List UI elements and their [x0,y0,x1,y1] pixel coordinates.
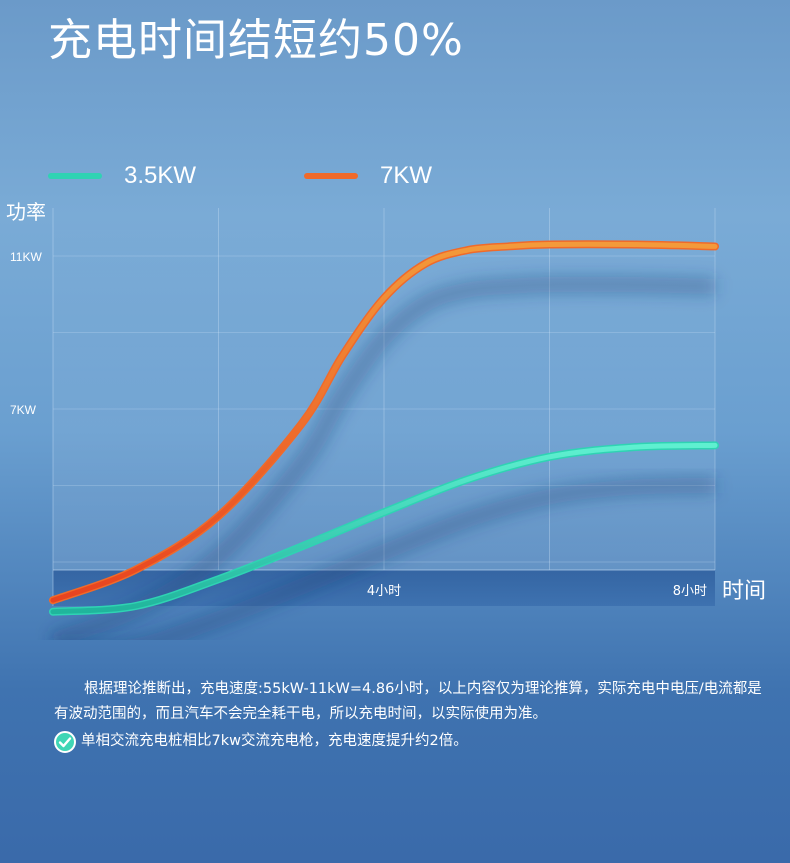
y-tick-label: 11KW [10,250,42,264]
legend-label-3-5kw: 3.5KW [124,162,197,189]
footnote-paragraph: 根据理论推断出，充电速度:55kW-11kW=4.86小时，以上内容仅为理论推算… [54,681,762,722]
check-circle-icon [54,730,76,753]
series-highlight-7kw [50,241,718,603]
claim-row: 单相交流充电桩相比7kw交流充电枪，充电速度提升约2倍。 [54,729,764,754]
legend-label-7kw: 7KW [380,162,433,189]
series-highlight-3-5kw [50,442,718,615]
x-tick-label: 4小时 [367,584,401,599]
series-shadow-7kw [50,276,716,640]
claim-text: 单相交流充电桩相比7kw交流充电枪，充电速度提升约2倍。 [81,733,468,749]
legend-swatch-7kw [304,173,358,179]
x-tick-label: 8小时 [673,584,707,599]
page-headline: 充电时间结短约50% [48,15,464,66]
footnote: 根据理论推断出，充电速度:55kW-11kW=4.86小时，以上内容仅为理论推算… [54,677,764,754]
legend-item-7kw: 7KW [304,162,432,190]
x-ticks: 4小时 8小时 [367,584,707,599]
chart: 功率 时间 11KW 7KW 4小时 8小时 [6,200,766,640]
x-axis-label: 时间 [722,579,766,604]
y-axis-label: 功率 [6,200,46,224]
series-shadow-3-5kw [122,477,716,640]
series-lines [49,240,719,616]
legend-swatch-3-5kw [48,173,102,179]
series-shadows [50,276,716,640]
legend-item-3-5kw: 3.5KW [48,162,196,190]
y-ticks: 11KW 7KW [10,250,42,417]
y-tick-label: 7KW [10,403,37,417]
